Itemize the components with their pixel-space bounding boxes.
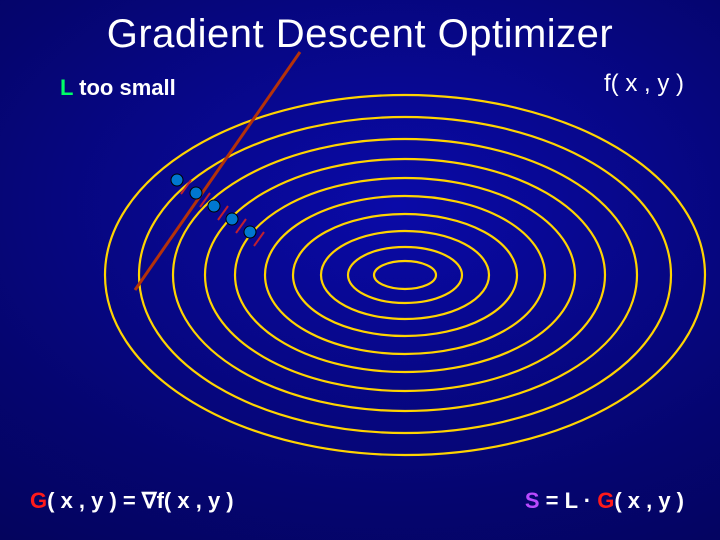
- contour-plot: [60, 80, 670, 480]
- page-title: Gradient Descent Optimizer: [0, 12, 720, 57]
- contour-rings: [105, 95, 705, 455]
- eq-right-tail: ( x , y ): [614, 488, 684, 513]
- S-symbol: S: [525, 488, 540, 513]
- eq-left-f: f( x , y ): [157, 488, 234, 513]
- step-equation: S = L · G( x , y ): [525, 488, 684, 514]
- nabla-symbol: ∇: [142, 488, 157, 513]
- eq-right-mid: = L ·: [540, 488, 598, 513]
- G2-symbol: G: [597, 488, 614, 513]
- G-symbol: G: [30, 488, 47, 513]
- eq-left-mid: ( x , y ) =: [47, 488, 142, 513]
- gradient-equation: G( x , y ) = ∇f( x , y ): [30, 488, 234, 514]
